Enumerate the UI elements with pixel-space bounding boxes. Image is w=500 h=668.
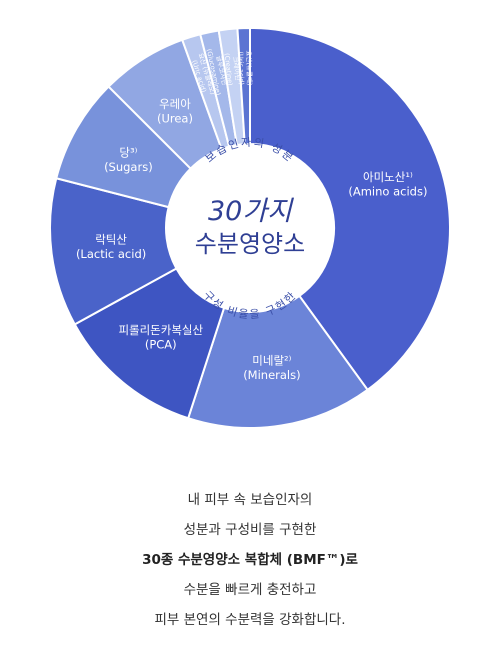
description-emphasis: 30종 수분영양소 복합체 (BMF™)로: [142, 552, 358, 568]
slice-label-main-4: 당³⁾: [119, 146, 137, 160]
slice-label-main-9: 요산(뉴클레): [244, 50, 254, 85]
description-line-5: 피부 본연의 수분력을 강화합니다.: [154, 612, 346, 628]
slice-label-main-0: 아미노산¹⁾: [363, 170, 413, 184]
slice-label-sub-3: (Lactic acid): [76, 247, 146, 261]
description-line-3: 30종 수분영양소 복합체 (BMF™)로: [0, 548, 500, 568]
slice-label-sub-5: (Urea): [157, 111, 193, 125]
slice-label-sub-2: (PCA): [145, 337, 177, 351]
slice-label-9: 요산(뉴클레)(Uric acid): [236, 50, 254, 85]
slice-label-0: 아미노산¹⁾(Amino acids): [348, 170, 427, 199]
description-line-2: 성분과 구성비를 구현한: [183, 522, 317, 538]
slice-label-sub-9: (Uric acid): [236, 51, 245, 85]
description-line-4: 수분을 빠르게 충전하고: [183, 582, 317, 598]
slice-label-8: 크레아틴(Creatine): [223, 53, 243, 86]
slice-label-main-1: 미네랄²⁾: [252, 353, 291, 367]
slice-label-sub-1: (Minerals): [243, 368, 300, 382]
slice-label-2: 피롤리돈카복실산(PCA): [118, 323, 203, 352]
slice-label-sub-8: (Creatine): [223, 53, 235, 86]
slice-label-sub-0: (Amino acids): [348, 185, 427, 199]
slice-label-main-2: 피롤리돈카복실산: [118, 323, 203, 337]
donut-chart: 아미노산¹⁾(Amino acids) 미네랄²⁾(Minerals) 피롤리돈카복…: [49, 26, 451, 429]
center-title-line1: 30가지: [208, 196, 294, 227]
slice-label-main-3: 락틱산: [95, 233, 127, 247]
slice-label-5: 우레아(Urea): [157, 97, 193, 126]
slice-label-4: 당³⁾(Sugars): [104, 146, 153, 175]
center-title-line2: 수분영양소: [195, 230, 305, 258]
slice-label-main-5: 우레아: [159, 97, 191, 111]
description-line-1: 내 피부 속 보습인자의: [187, 492, 313, 508]
slice-label-sub-4: (Sugars): [104, 160, 153, 174]
slice-label-1: 미네랄²⁾(Minerals): [243, 353, 300, 382]
slice-label-main-8: 크레아틴: [231, 56, 243, 81]
center-disc: [166, 144, 334, 312]
slice-label-3: 락틱산(Lactic acid): [76, 233, 146, 262]
